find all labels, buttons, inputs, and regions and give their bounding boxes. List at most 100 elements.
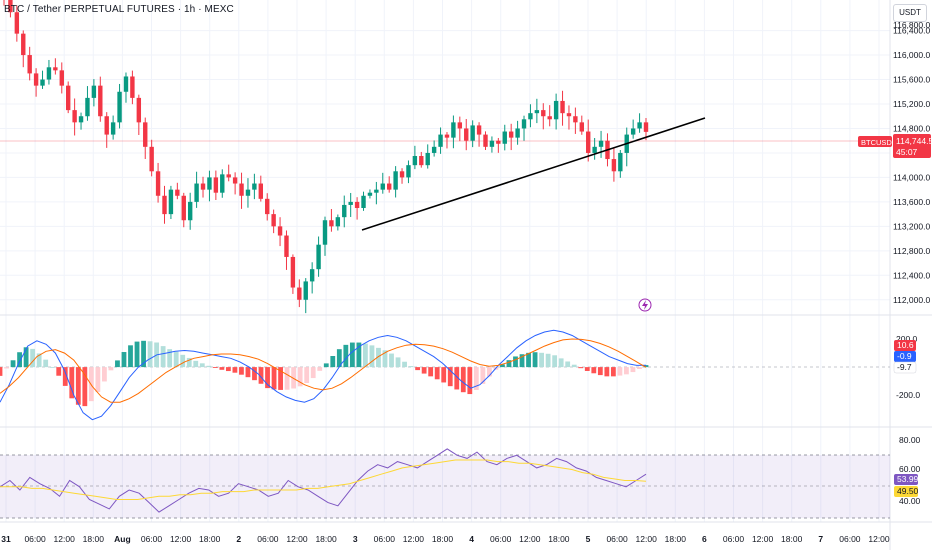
macd-hist-bar xyxy=(160,346,166,368)
macd-hist-bar xyxy=(578,367,584,369)
candle-up xyxy=(470,125,475,141)
price-tick-label: 116,000.0 xyxy=(893,50,930,60)
macd-hist-bar xyxy=(212,367,218,368)
macd-hist-bar xyxy=(252,367,257,381)
candle-up xyxy=(592,146,597,153)
time-tick-label: 18:00 xyxy=(315,534,337,544)
candle-up xyxy=(367,192,373,196)
macd-hist-bar xyxy=(36,353,42,368)
price-tick-label: 112,400.0 xyxy=(893,270,930,280)
trendline[interactable] xyxy=(361,117,706,231)
candle-up xyxy=(393,171,398,190)
macd-hist-bar xyxy=(180,354,186,368)
candle-down xyxy=(290,256,296,288)
time-tick-label: 18:00 xyxy=(548,534,570,544)
macd-tick-200: 200.0 xyxy=(896,334,918,344)
macd-hist-bar xyxy=(460,367,466,393)
macd-tick-neg200: -200.0 xyxy=(896,390,920,400)
candle-down xyxy=(162,195,167,215)
lightning-icon[interactable] xyxy=(638,298,652,312)
price-tick-label: 113,200.0 xyxy=(893,221,930,231)
macd-hist-bar xyxy=(610,367,616,377)
candle-down xyxy=(136,97,142,123)
macd-hist-bar xyxy=(115,360,120,368)
candle-down xyxy=(232,177,238,184)
macd-hist-bar xyxy=(102,367,107,382)
candle-down xyxy=(130,76,135,98)
time-tick-label: 6 xyxy=(702,534,707,544)
candle-up xyxy=(348,201,353,205)
candle-up xyxy=(521,119,527,129)
macd-hist-bar xyxy=(447,367,453,387)
macd-hist-bar xyxy=(284,367,290,390)
price-tick-label: 113,600.0 xyxy=(893,197,930,207)
price-tick-label: 112,000.0 xyxy=(893,295,930,305)
macd-hist-bar xyxy=(206,365,212,368)
macd-hist-bar xyxy=(519,354,525,368)
time-tick-label: 18:00 xyxy=(83,534,105,544)
macd-hist-bar xyxy=(323,363,329,368)
candle-up xyxy=(412,156,418,166)
candle-up xyxy=(187,201,193,221)
price-tick-label: 116,400.0 xyxy=(893,26,930,36)
macd-hist-bar xyxy=(389,353,394,368)
macd-hist-bar xyxy=(141,340,146,368)
candle-down xyxy=(457,122,463,129)
macd-hist-bar xyxy=(486,367,492,377)
symbol-tag-label: BTCUSDT.P xyxy=(861,138,903,147)
time-tick-label: 2 xyxy=(236,534,241,544)
macd-hist-bar xyxy=(395,357,401,368)
macd-hist-bar xyxy=(382,350,388,368)
candle-down xyxy=(239,183,244,196)
candle-down xyxy=(444,134,450,138)
macd-hist-bar xyxy=(167,349,173,368)
time-tick-label: 12:00 xyxy=(403,534,425,544)
candle-up xyxy=(528,113,533,120)
time-axis[interactable]: 31 06:00 12:00 18:00 Aug 06:00 12:00 18:00 2 06:0… xyxy=(1,534,890,544)
macd-hist-bar xyxy=(428,367,434,377)
macd-line-tag xyxy=(894,351,916,362)
candle-down xyxy=(496,140,501,144)
price-axis[interactable]: 116,400.0 116,000.0 115,600.0 115,200.0 114,… xyxy=(893,26,930,305)
candle-down xyxy=(21,33,26,56)
currency-selector[interactable]: USDT xyxy=(893,4,927,22)
macd-hist-bar xyxy=(376,347,381,368)
candle-up xyxy=(123,76,129,92)
candle-up xyxy=(46,67,52,80)
price-tick-label: 114,000.0 xyxy=(893,172,930,182)
candle-down xyxy=(643,122,649,132)
candle-up xyxy=(194,183,199,202)
candle-down xyxy=(586,131,591,153)
price-tick-label: 115,600.0 xyxy=(893,75,930,85)
candle-down xyxy=(611,159,617,172)
candle-down xyxy=(226,174,231,178)
macd-hist-bar xyxy=(10,360,16,368)
macd-hist-bar xyxy=(369,345,375,368)
candle-up xyxy=(252,183,257,190)
candle-up xyxy=(598,140,604,147)
macd-hist-bar xyxy=(95,367,101,392)
macd-hist-bar xyxy=(232,367,238,373)
rsi-tick-80: 80.00 xyxy=(899,435,921,445)
time-tick-label: 06:00 xyxy=(490,534,512,544)
macd-hist-bar xyxy=(591,367,597,374)
price-tick-label: 115,200.0 xyxy=(893,99,930,109)
price-tag xyxy=(893,134,931,158)
time-tick-label: 12:00 xyxy=(170,534,192,544)
macd-hist-bar xyxy=(526,352,531,368)
candle-down xyxy=(271,214,276,227)
candle-down xyxy=(27,55,32,74)
macd-hist-bar xyxy=(82,367,88,407)
macd-hist-bar xyxy=(271,367,277,390)
candle-up xyxy=(438,134,443,147)
candle-down xyxy=(265,198,270,215)
macd-hist-bar xyxy=(265,367,270,389)
candle-down xyxy=(14,12,20,34)
candle-up xyxy=(425,152,430,166)
macd-hist-bar xyxy=(349,342,355,368)
macd-hist-bar xyxy=(23,347,29,368)
time-tick-label: 06:00 xyxy=(141,534,163,544)
candle-up xyxy=(374,189,379,193)
candle-down xyxy=(566,113,572,117)
